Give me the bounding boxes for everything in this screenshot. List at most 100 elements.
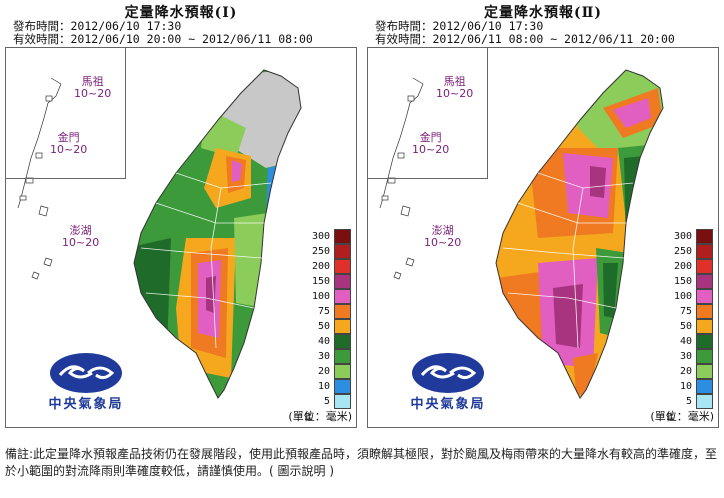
legend-item: 150 <box>664 274 716 289</box>
legend-level-label: 50 <box>317 321 330 332</box>
island-matsu-label: 馬祖 10~20 <box>436 75 474 100</box>
legend-level-label: 200 <box>673 261 692 272</box>
legend-level-label: 200 <box>311 261 330 272</box>
legend-item: 100 <box>664 289 716 304</box>
footnote-text: 備註:此定量降水預報產品技術仍在發展階段，使用此預報產品時，須瞭解其極限，對於颱… <box>5 447 718 478</box>
legend-item: 200 <box>302 259 354 274</box>
legend-item: 75 <box>664 304 716 319</box>
logo-text: 中央氣象局 <box>410 397 486 412</box>
legend-help-link[interactable]: 圖示說明 <box>277 464 326 478</box>
legend-level-label: 75 <box>679 306 692 317</box>
footnote-end: ) <box>329 464 335 478</box>
logo-text: 中央氣象局 <box>48 397 124 412</box>
legend-item: 250 <box>664 244 716 259</box>
legend-level-label: 20 <box>317 366 330 377</box>
legend-color-swatch <box>696 289 713 304</box>
island-kinmen-label: 金門 10~20 <box>50 131 88 156</box>
offshore-inset <box>368 48 488 179</box>
legend-color-swatch <box>696 259 713 274</box>
legend-color-swatch <box>696 379 713 394</box>
legend-color-swatch <box>334 349 351 364</box>
legend-color-swatch <box>334 274 351 289</box>
panel-title: 定量降水預報(Ⅰ) <box>124 5 238 21</box>
legend-item: 40 <box>664 334 716 349</box>
legend-color-swatch <box>334 334 351 349</box>
legend-item: 20 <box>302 364 354 379</box>
legend-level-label: 40 <box>317 336 330 347</box>
valid-time: 有效時間：2012/06/10 20:00 ~ 2012/06/11 08:00 <box>13 32 313 46</box>
legend-level-label: 250 <box>311 246 330 257</box>
legend-level-label: 5 <box>323 396 330 407</box>
legend-item: 100 <box>302 289 354 304</box>
legend-color-swatch <box>696 334 713 349</box>
legend-color-swatch <box>334 394 351 409</box>
legend-level-label: 250 <box>673 246 692 257</box>
legend-level-label: 30 <box>679 351 692 362</box>
legend-level-label: 150 <box>673 276 692 287</box>
legend-color-swatch <box>696 244 713 259</box>
legend-level-label: 40 <box>679 336 692 347</box>
island-penghu-label: 澎湖 10~20 <box>424 224 462 249</box>
legend-item: 200 <box>664 259 716 274</box>
issue-time: 發布時間：2012/06/10 17:30 <box>13 19 182 33</box>
unit-label: (單位：毫米) <box>650 410 714 423</box>
issue-time: 發布時間：2012/06/10 17:30 <box>375 19 544 33</box>
panel-title: 定量降水預報(Ⅱ) <box>483 5 603 21</box>
valid-time: 有效時間：2012/06/11 08:00 ~ 2012/06/11 20:00 <box>375 32 675 46</box>
rainfall-legend: ≧ 300 250 200 150 100 75 50 40 30 20 10 5 <box>664 229 716 422</box>
rainfall-map: 馬祖 10~20 金門 10~20 澎湖 10~20 ≧ 300 250 200 150 10… <box>367 47 719 428</box>
legend-item: 50 <box>302 319 354 334</box>
legend-level-label: 20 <box>679 366 692 377</box>
legend-color-swatch <box>334 259 351 274</box>
offshore-inset <box>6 48 126 179</box>
qpf-panel-1: 定量降水預報(Ⅰ) 發布時間：2012/06/10 17:30 有效時間：201… <box>5 0 357 436</box>
legend-color-swatch <box>334 229 351 244</box>
legend-level-label: 300 <box>311 231 330 242</box>
legend-item: 20 <box>664 364 716 379</box>
legend-level-label: 30 <box>317 351 330 362</box>
legend-item: 75 <box>302 304 354 319</box>
legend-color-swatch <box>696 274 713 289</box>
unit-label: (單位：毫米) <box>288 410 352 423</box>
cwb-logo: 中央氣象局 <box>398 351 498 413</box>
legend-item: 5 <box>302 394 354 409</box>
island-matsu-label: 馬祖 10~20 <box>74 75 112 100</box>
footnote: 備註:此定量降水預報產品技術仍在發展階段，使用此預報產品時，須瞭解其極限，對於颱… <box>5 446 720 480</box>
legend-color-swatch <box>696 319 713 334</box>
island-penghu-label: 澎湖 10~20 <box>62 224 100 249</box>
legend-level-label: 75 <box>317 306 330 317</box>
ge-symbol: ≧ <box>304 411 313 422</box>
legend-item: 150 <box>302 274 354 289</box>
legend-color-swatch <box>696 349 713 364</box>
legend-item: 30 <box>302 349 354 364</box>
legend-level-label: 100 <box>673 291 692 302</box>
legend-color-swatch <box>696 364 713 379</box>
legend-item: 300 <box>302 229 354 244</box>
legend-color-swatch <box>696 229 713 244</box>
legend-item: 300 <box>664 229 716 244</box>
legend-item: 40 <box>302 334 354 349</box>
taiwan-rainfall-map <box>17 69 302 399</box>
legend-color-swatch <box>334 244 351 259</box>
legend-level-label: 10 <box>679 381 692 392</box>
legend-level-label: 5 <box>685 396 692 407</box>
legend-color-swatch <box>696 394 713 409</box>
qpf-panel-2: 定量降水預報(Ⅱ) 發布時間：2012/06/10 17:30 有效時間：201… <box>367 0 719 436</box>
legend-level-label: 10 <box>317 381 330 392</box>
legend-item: 10 <box>302 379 354 394</box>
legend-color-swatch <box>696 304 713 319</box>
legend-color-swatch <box>334 379 351 394</box>
legend-item: 50 <box>664 319 716 334</box>
ge-symbol: ≧ <box>666 411 675 422</box>
legend-level-label: 100 <box>311 291 330 302</box>
rainfall-map: 馬祖 10~20 金門 10~20 澎湖 10~20 ≧ 300 250 200 150 10… <box>5 47 357 428</box>
legend-level-label: 300 <box>673 231 692 242</box>
legend-color-swatch <box>334 289 351 304</box>
legend-item: 10 <box>664 379 716 394</box>
legend-item: 250 <box>302 244 354 259</box>
legend-color-swatch <box>334 364 351 379</box>
legend-level-label: 50 <box>679 321 692 332</box>
legend-color-swatch <box>334 304 351 319</box>
legend-level-label: 150 <box>311 276 330 287</box>
taiwan-rainfall-map <box>379 69 664 399</box>
